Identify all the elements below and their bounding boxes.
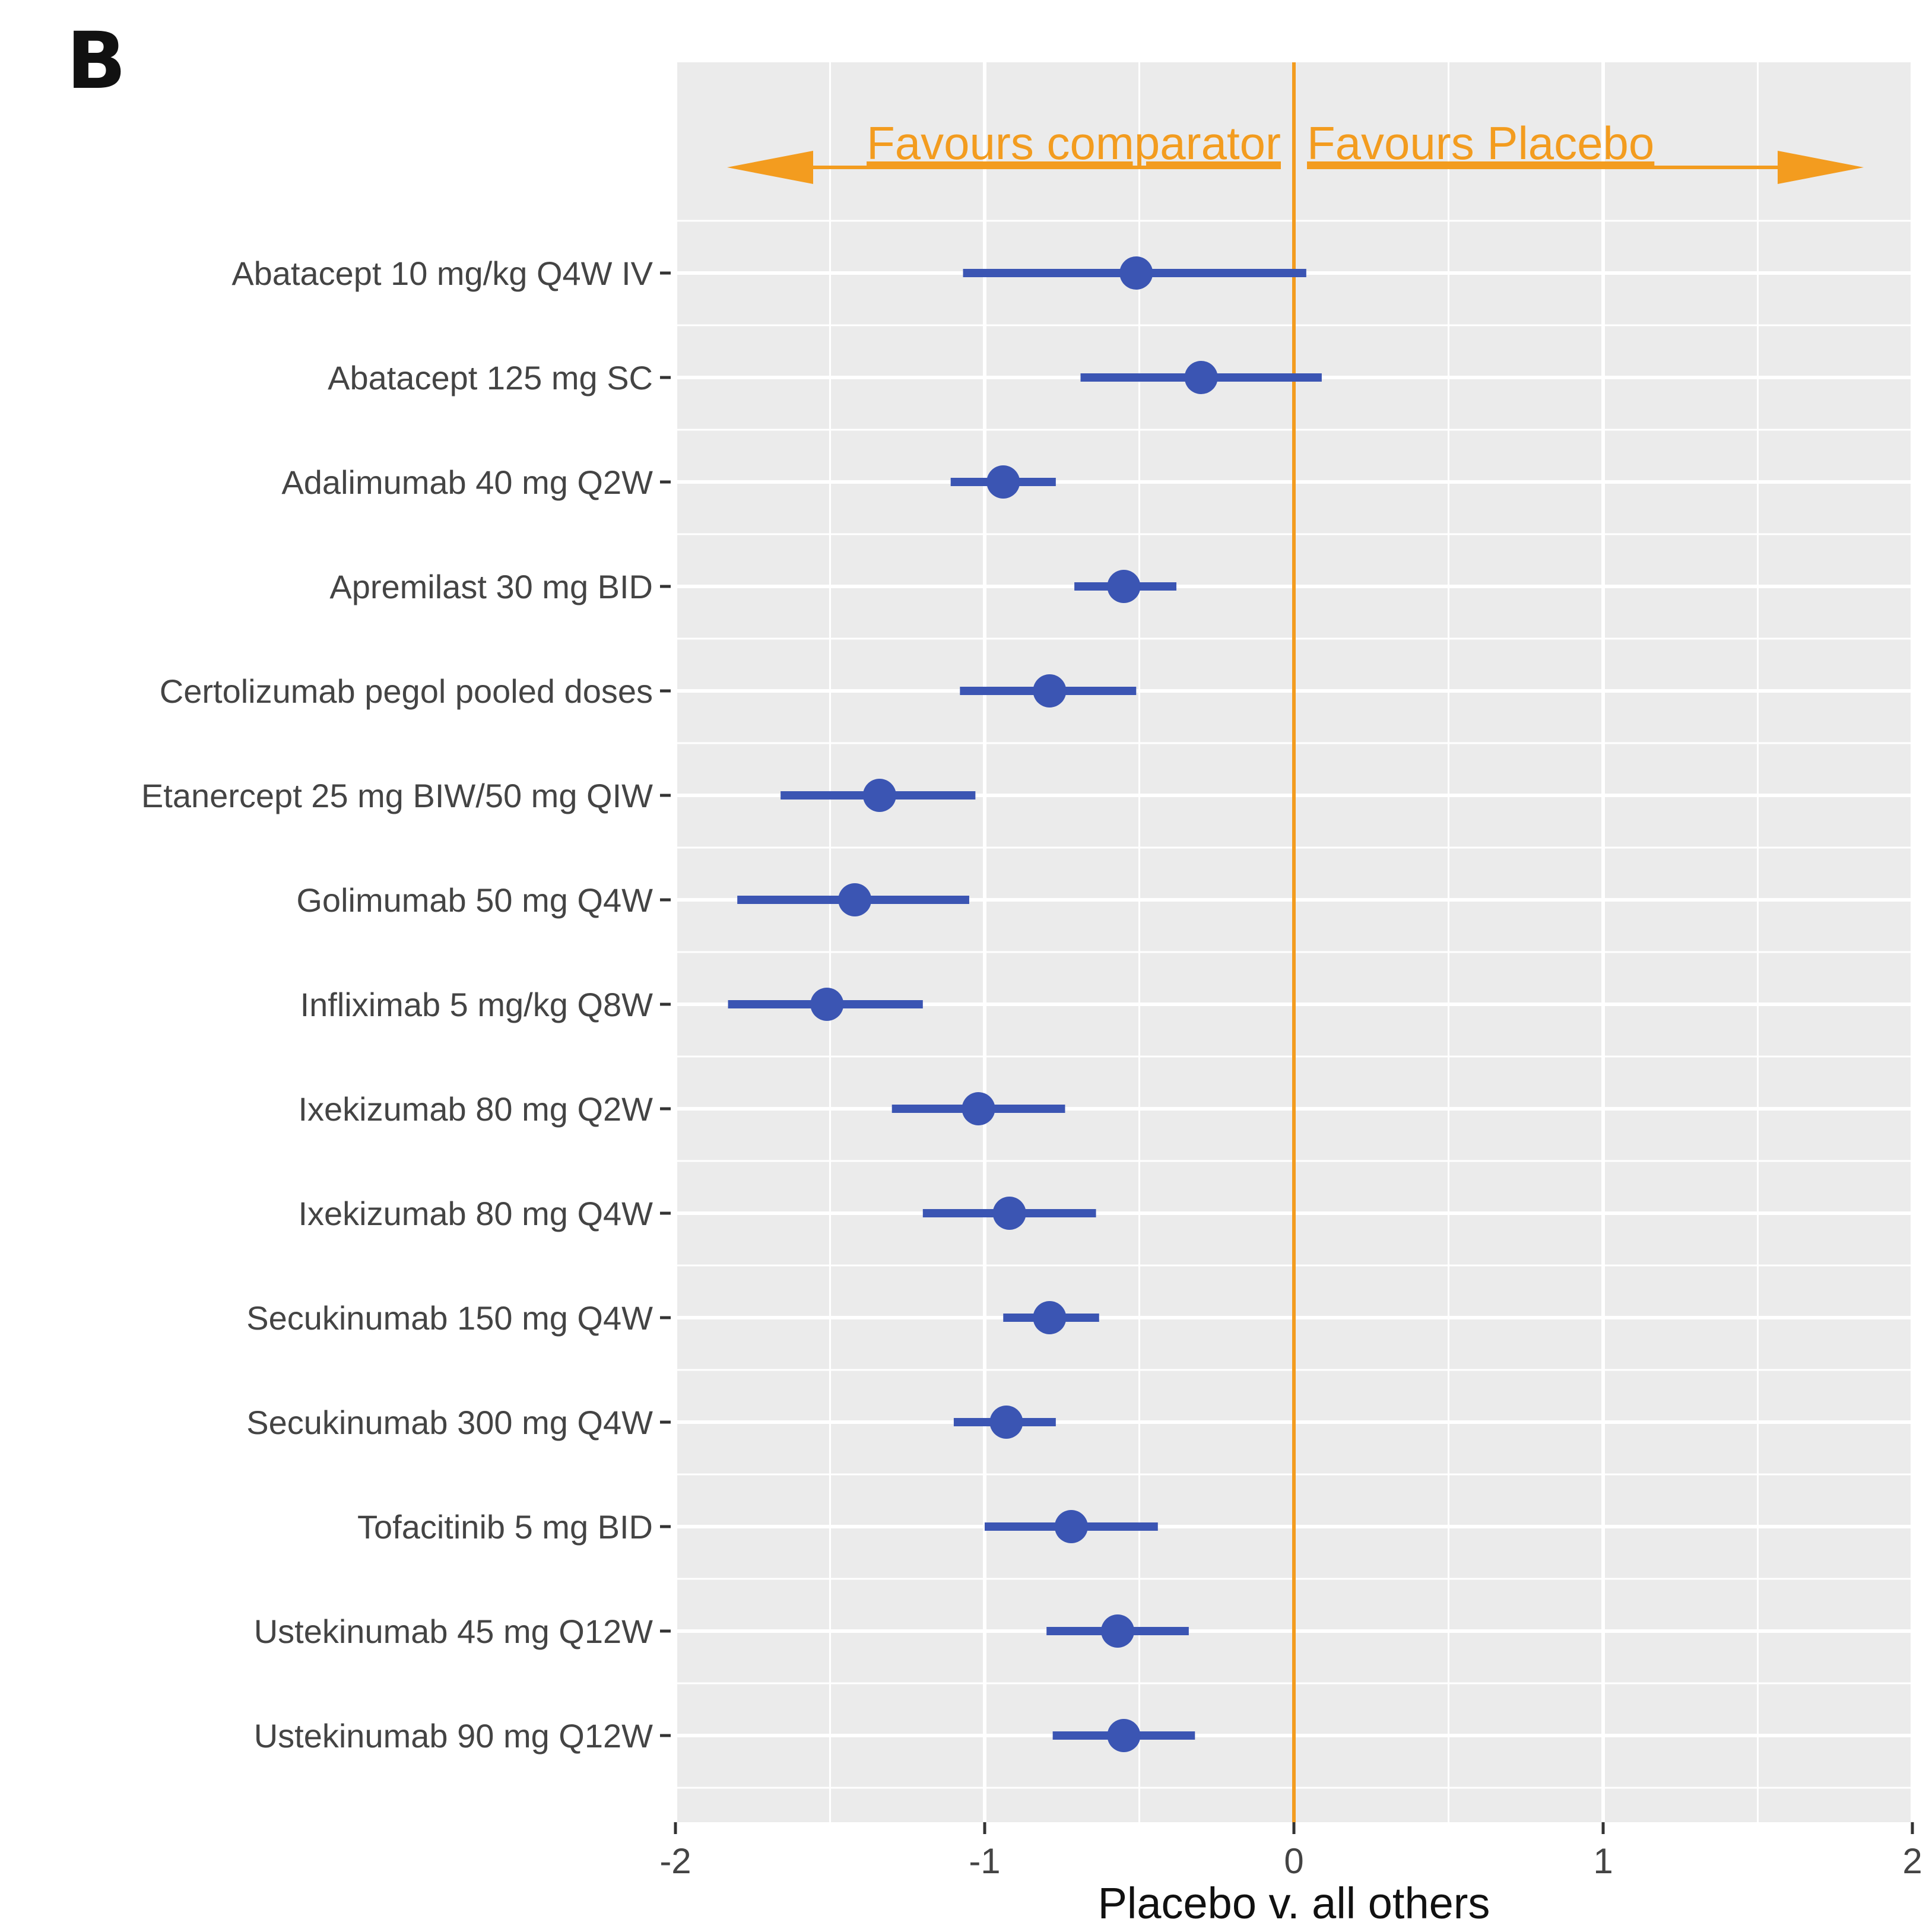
- point-estimate: [986, 465, 1020, 499]
- favours-placebo-label: Favours Placebo: [1307, 117, 1654, 169]
- row-label: Tofacitinib 5 mg BID: [357, 1508, 653, 1546]
- forest-row: Abatacept 125 mg SC: [328, 359, 1322, 396]
- forest-row: Tofacitinib 5 mg BID: [357, 1508, 1158, 1546]
- forest-row: Ustekinumab 90 mg Q12W: [254, 1717, 1195, 1755]
- point-estimate: [992, 1197, 1026, 1230]
- forest-row: Ixekizumab 80 mg Q4W: [298, 1195, 1096, 1232]
- point-estimate: [1119, 256, 1153, 290]
- point-estimate: [1107, 570, 1141, 603]
- right-arrow-head: [1778, 151, 1864, 184]
- forest-row: Secukinumab 300 mg Q4W: [246, 1404, 1056, 1441]
- panel-label: B: [66, 15, 126, 107]
- x-tick-label: 2: [1902, 1841, 1922, 1881]
- row-label: Infliximab 5 mg/kg Q8W: [300, 986, 653, 1023]
- forest-row: Ixekizumab 80 mg Q2W: [298, 1090, 1065, 1128]
- x-tick-label: 1: [1593, 1841, 1613, 1881]
- point-estimate: [1184, 361, 1218, 394]
- row-label: Abatacept 125 mg SC: [328, 359, 653, 396]
- x-tick-label: -2: [659, 1841, 691, 1881]
- point-estimate: [862, 779, 896, 812]
- row-label: Certolizumab pegol pooled doses: [160, 672, 653, 710]
- point-estimate: [1101, 1614, 1135, 1648]
- forest-row: Certolizumab pegol pooled doses: [160, 672, 1137, 710]
- x-tick-label: -1: [969, 1841, 1000, 1881]
- forest-rows: Abatacept 10 mg/kg Q4W IV Abatacept 125 m…: [141, 255, 1322, 1755]
- x-tick-label: 0: [1284, 1841, 1303, 1881]
- row-label: Ustekinumab 90 mg Q12W: [254, 1717, 653, 1755]
- row-label: Ixekizumab 80 mg Q2W: [298, 1090, 653, 1128]
- point-estimate: [1054, 1510, 1088, 1543]
- forest-row: Adalimumab 40 mg Q2W: [281, 464, 1056, 501]
- row-label: Secukinumab 300 mg Q4W: [246, 1404, 653, 1441]
- row-label: Etanercept 25 mg BIW/50 mg QIW: [141, 777, 653, 814]
- point-estimate: [1107, 1719, 1141, 1752]
- row-label: Abatacept 10 mg/kg Q4W IV: [231, 255, 653, 292]
- point-estimate: [1033, 674, 1067, 708]
- forest-row: Etanercept 25 mg BIW/50 mg QIW: [141, 777, 976, 814]
- forest-row: Infliximab 5 mg/kg Q8W: [300, 986, 923, 1023]
- point-estimate: [989, 1406, 1023, 1439]
- favours-comparator-label: Favours comparator: [867, 117, 1281, 169]
- forest-row: Golimumab 50 mg Q4W: [296, 881, 969, 919]
- forest-row: Ustekinumab 45 mg Q12W: [254, 1613, 1189, 1650]
- x-axis-title: Placebo v. all others: [1098, 1879, 1490, 1928]
- row-label: Ustekinumab 45 mg Q12W: [254, 1613, 653, 1650]
- point-estimate: [962, 1092, 995, 1125]
- row-label: Ixekizumab 80 mg Q4W: [298, 1195, 653, 1232]
- forest-row: Apremilast 30 mg BID: [329, 568, 1177, 605]
- point-estimate: [838, 883, 872, 916]
- left-arrow-head: [727, 151, 813, 184]
- row-label: Golimumab 50 mg Q4W: [296, 881, 653, 919]
- row-label: Adalimumab 40 mg Q2W: [281, 464, 653, 501]
- row-label: Apremilast 30 mg BID: [329, 568, 653, 605]
- point-estimate: [810, 988, 844, 1021]
- row-label: Secukinumab 150 mg Q4W: [246, 1299, 653, 1337]
- x-axis: -2 -1 0 1 2: [659, 1822, 1922, 1881]
- forest-row: Abatacept 10 mg/kg Q4W IV: [231, 255, 1306, 292]
- annotation-group: Favours comparator Favours Placebo: [727, 117, 1864, 184]
- point-estimate: [1033, 1301, 1067, 1334]
- forest-row: Secukinumab 150 mg Q4W: [246, 1299, 1099, 1337]
